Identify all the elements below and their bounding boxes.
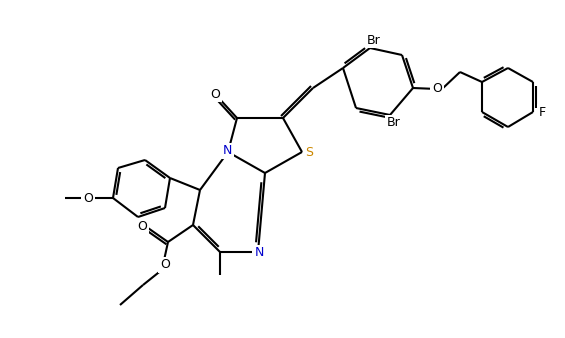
- Text: N: N: [222, 145, 232, 158]
- Text: O: O: [432, 81, 442, 95]
- Text: Br: Br: [387, 117, 401, 129]
- Text: O: O: [160, 259, 170, 271]
- Text: Br: Br: [367, 33, 381, 47]
- Text: N: N: [254, 246, 264, 260]
- Text: F: F: [538, 105, 546, 119]
- Text: O: O: [83, 192, 93, 204]
- Text: S: S: [305, 145, 313, 159]
- Text: O: O: [137, 219, 147, 233]
- Text: O: O: [210, 88, 220, 100]
